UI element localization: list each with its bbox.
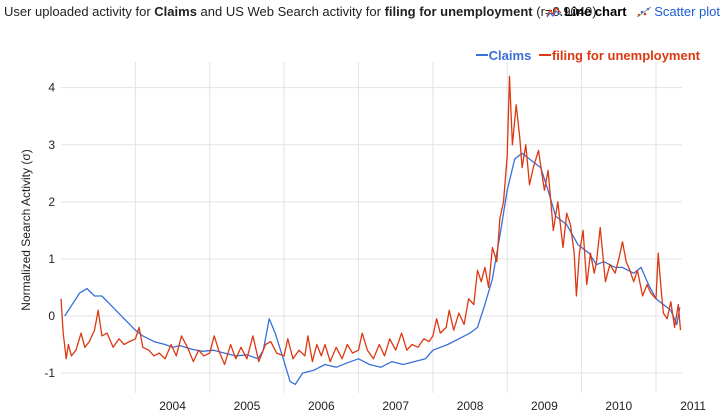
x-axis-ticks: 2004 2005 2006 2007 2008 2009 2010 2011 <box>159 399 706 413</box>
line-chart-icon <box>546 6 562 17</box>
x-tick-label: 2004 <box>159 399 186 413</box>
title-correlation: (r=0.9040) <box>532 4 597 19</box>
chart-type-toggles: Line chart Scatter plot <box>540 4 720 21</box>
series-line-search <box>60 75 682 366</box>
y-axis-ticks: -1 0 1 2 3 4 <box>44 81 55 380</box>
chart-legend: Claims filing for unemployment <box>472 44 700 63</box>
title-series-search: filing for unemployment <box>384 4 533 19</box>
gridlines <box>61 62 682 393</box>
y-tick-label: 0 <box>48 309 55 323</box>
title-prefix: User uploaded activity for <box>4 4 155 19</box>
legend-swatch-search <box>538 54 551 56</box>
series-lines <box>60 75 682 386</box>
x-tick-label: 2011 <box>680 399 706 413</box>
x-tick-label: 2005 <box>234 399 261 413</box>
y-tick-label: -1 <box>44 366 55 380</box>
y-axis-label: Normalized Search Activity (σ) <box>19 149 33 310</box>
legend-swatch-claims <box>475 54 488 56</box>
x-tick-label: 2009 <box>531 399 558 413</box>
y-tick-label: 2 <box>48 195 55 209</box>
legend-label-search: filing for unemployment <box>551 47 700 63</box>
title-series-claims: Claims <box>154 4 197 19</box>
y-tick-label: 1 <box>48 252 55 266</box>
scatter-plot-toggle[interactable]: Scatter plot <box>636 4 720 19</box>
line-chart-toggle[interactable]: Line chart <box>546 4 627 19</box>
scatter-plot-label: Scatter plot <box>654 4 720 19</box>
x-tick-label: 2008 <box>457 399 484 413</box>
scatter-plot-icon <box>637 6 652 17</box>
legend-item-claims[interactable]: Claims <box>475 47 532 63</box>
x-tick-label: 2010 <box>605 399 632 413</box>
chart-title: User uploaded activity for Claims and US… <box>4 4 597 19</box>
y-tick-label: 4 <box>48 81 55 95</box>
x-tick-label: 2007 <box>382 399 409 413</box>
line-chart-label: Line chart <box>564 4 627 19</box>
series-line-claims <box>64 152 681 386</box>
legend-label-claims: Claims <box>488 47 532 63</box>
title-middle: and US Web Search activity for <box>196 4 385 19</box>
legend-item-search[interactable]: filing for unemployment <box>538 47 700 63</box>
x-tick-label: 2006 <box>308 399 335 413</box>
y-tick-label: 3 <box>48 138 55 152</box>
